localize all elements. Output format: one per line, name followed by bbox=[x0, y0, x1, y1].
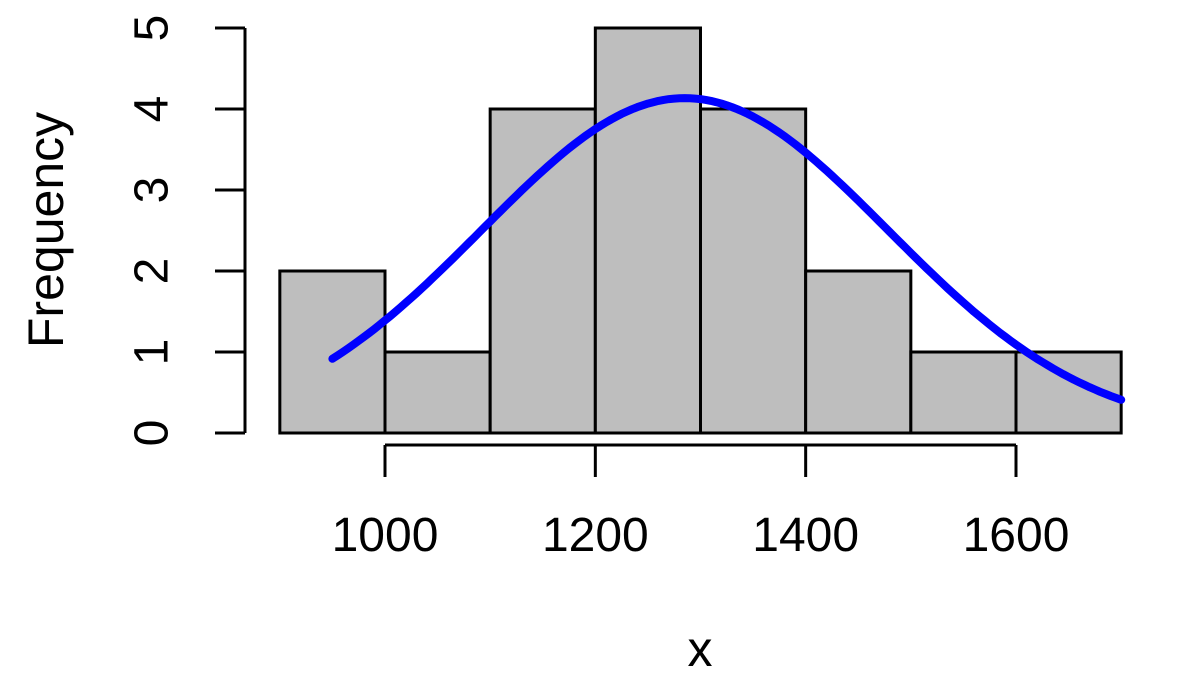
x-axis-title: x bbox=[688, 621, 713, 677]
histogram-bar bbox=[488, 107, 597, 435]
x-tick-label: 1400 bbox=[752, 509, 859, 562]
histogram-bar bbox=[278, 269, 387, 435]
y-axis-title: Frequency bbox=[18, 112, 74, 348]
density-curve bbox=[328, 94, 1126, 404]
y-tick-label: 2 bbox=[126, 258, 179, 285]
y-tick-label: 4 bbox=[126, 96, 179, 123]
y-tick-label: 3 bbox=[126, 177, 179, 204]
x-tick-label: 1600 bbox=[963, 509, 1070, 562]
y-tick-label: 1 bbox=[126, 339, 179, 366]
x-tick-label: 1200 bbox=[542, 509, 649, 562]
x-tick-label: 1000 bbox=[332, 509, 439, 562]
histogram-bar bbox=[699, 107, 808, 435]
histogram-bar bbox=[383, 350, 492, 435]
histogram-bar bbox=[909, 350, 1018, 435]
histogram-bar bbox=[593, 26, 702, 435]
y-tick-label: 0 bbox=[126, 420, 179, 447]
y-tick-label: 5 bbox=[126, 15, 179, 42]
histogram-bar bbox=[804, 269, 913, 435]
